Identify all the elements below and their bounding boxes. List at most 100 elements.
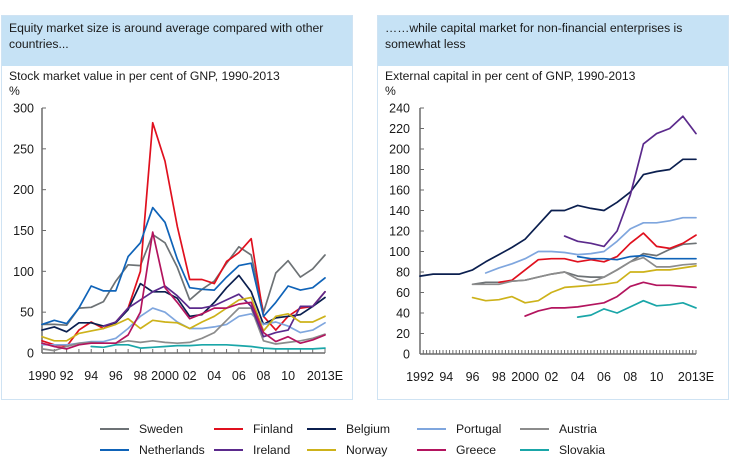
x-tick-label: 1992 xyxy=(406,370,434,384)
legend-label: Ireland xyxy=(253,443,291,457)
series-line-slovakia xyxy=(90,343,326,350)
x-tick-label: 06 xyxy=(597,370,611,384)
y-tick-label: 150 xyxy=(13,224,34,238)
legend-item-norway: Norway xyxy=(307,442,387,458)
x-tick-label: 08 xyxy=(257,369,271,383)
legend-swatch xyxy=(100,427,129,431)
series-line-norway xyxy=(41,296,326,342)
series-line-slovakia xyxy=(576,299,697,318)
legend-item-austria: Austria xyxy=(520,421,597,437)
y-tick-label: 300 xyxy=(13,102,34,116)
legend-label: Greece xyxy=(456,443,496,457)
legend-item-netherlands: Netherlands xyxy=(100,442,205,458)
legend-swatch xyxy=(520,427,549,431)
series-line-norway xyxy=(471,265,697,304)
legend-item-greece: Greece xyxy=(417,442,496,458)
legend-item-slovakia: Slovakia xyxy=(520,442,605,458)
legend-item-portugal: Portugal xyxy=(417,421,501,437)
x-tick-label: 04 xyxy=(571,370,585,384)
legend-label: Netherlands xyxy=(139,443,205,457)
series-line-austria xyxy=(471,256,697,286)
y-tick-label: 0 xyxy=(27,347,34,361)
legend-swatch xyxy=(214,427,243,431)
legend-item-belgium: Belgium xyxy=(307,421,390,437)
series-line-ireland xyxy=(102,285,326,338)
x-tick-label: 96 xyxy=(466,370,480,384)
legend-swatch xyxy=(417,427,446,431)
x-tick-label: 10 xyxy=(281,369,295,383)
x-tick-label: 94 xyxy=(84,369,98,383)
x-tick-label: 94 xyxy=(439,370,453,384)
legend-label: Austria xyxy=(559,422,597,436)
panel-header: Equity market size is around average com… xyxy=(2,16,352,66)
x-tick-label: 02 xyxy=(544,370,558,384)
y-tick-label: 200 xyxy=(13,183,34,197)
x-tick-label: 04 xyxy=(207,369,221,383)
legend-swatch xyxy=(307,427,336,431)
legend-label: Finland xyxy=(253,422,293,436)
panel-stock-market: Equity market size is around average com… xyxy=(1,15,353,400)
y-tick-label: 100 xyxy=(389,245,410,259)
legend-item-ireland: Ireland xyxy=(214,442,290,458)
y-tick-label: 60 xyxy=(396,286,410,300)
y-unit-label: % xyxy=(9,84,20,98)
series-line-sweden xyxy=(41,233,326,327)
legend-label: Sweden xyxy=(139,422,184,436)
chart-subtitle: Stock market value in per cent of GNP, 1… xyxy=(2,66,352,99)
chart-subtitle: External capital in per cent of GNP, 199… xyxy=(378,66,728,99)
x-tick-label: 2013E xyxy=(307,369,343,383)
y-tick-label: 250 xyxy=(13,142,34,156)
x-tick-label: 08 xyxy=(623,370,637,384)
x-tick-label: 2013E xyxy=(678,370,714,384)
series-line-greece xyxy=(41,231,326,350)
panel-header: ……while capital market for non-financial… xyxy=(378,16,728,66)
legend-label: Norway xyxy=(346,443,388,457)
chart-title: Stock market value in per cent of GNP, 1… xyxy=(9,69,280,83)
series-line-austria xyxy=(41,307,326,352)
panel-external-capital: ……while capital market for non-financial… xyxy=(377,15,729,400)
y-tick-label: 120 xyxy=(389,225,410,239)
y-tick-label: 100 xyxy=(13,265,34,279)
legend-swatch xyxy=(307,448,336,452)
y-tick-label: 160 xyxy=(389,184,410,198)
chart-title: External capital in per cent of GNP, 199… xyxy=(385,69,636,83)
series-line-netherlands xyxy=(576,254,697,261)
x-tick-label: 06 xyxy=(232,369,246,383)
x-tick-label: 02 xyxy=(183,369,197,383)
y-tick-label: 240 xyxy=(389,102,410,116)
y-tick-label: 80 xyxy=(396,266,410,280)
legend-label: Slovakia xyxy=(559,443,606,457)
x-tick-label: 98 xyxy=(133,369,147,383)
series-line-netherlands xyxy=(41,206,326,326)
legend-swatch xyxy=(417,448,446,452)
y-tick-label: 50 xyxy=(20,306,34,320)
y-tick-label: 200 xyxy=(389,143,410,157)
legend-swatch xyxy=(520,448,549,452)
series-line-finland xyxy=(41,121,326,348)
y-tick-label: 20 xyxy=(396,327,410,341)
chart-1: 0 50 100 150 200 250 300 1990 92 94 96 98 2000 02 04 06… xyxy=(13,102,343,384)
x-tick-label: 2000 xyxy=(511,370,539,384)
x-tick-label: 98 xyxy=(492,370,506,384)
series-line-finland xyxy=(498,232,697,284)
y-tick-label: 220 xyxy=(389,122,410,136)
legend-item-finland: Finland xyxy=(214,421,293,437)
legend-swatch xyxy=(214,448,243,452)
series-line-ireland xyxy=(563,115,697,248)
y-tick-label: 0 xyxy=(403,348,410,362)
x-tick-label: 92 xyxy=(60,369,74,383)
series-line-portugal xyxy=(484,216,697,274)
x-tick-label: 2000 xyxy=(151,369,179,383)
y-unit-label: % xyxy=(385,84,396,98)
x-tick-label: 10 xyxy=(650,370,664,384)
legend-label: Belgium xyxy=(346,422,391,436)
legend-label: Portugal xyxy=(456,422,502,436)
x-tick-label: 96 xyxy=(109,369,123,383)
legend-swatch xyxy=(100,448,129,452)
y-tick-label: 180 xyxy=(389,163,410,177)
y-tick-label: 40 xyxy=(396,307,410,321)
x-tick-label: 1990 xyxy=(28,369,56,383)
series-line-sweden xyxy=(471,242,697,286)
